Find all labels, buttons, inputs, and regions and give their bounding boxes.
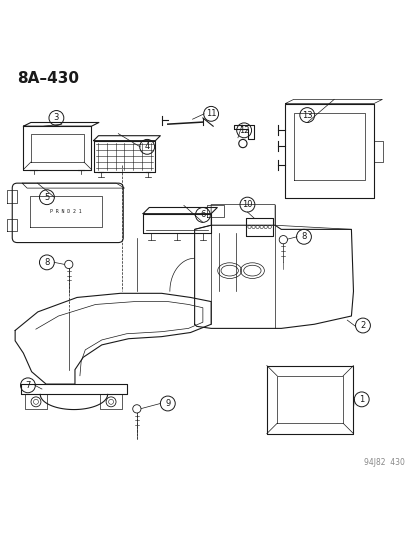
Text: 6: 6 (200, 211, 205, 220)
Text: 1: 1 (358, 395, 363, 404)
Text: 13: 13 (301, 110, 312, 119)
Text: 2: 2 (359, 321, 365, 330)
Text: 4: 4 (144, 142, 150, 151)
Text: 8: 8 (301, 232, 306, 241)
Text: 94J82  430: 94J82 430 (363, 458, 404, 466)
Text: 8: 8 (44, 258, 50, 267)
Text: 11: 11 (205, 109, 216, 118)
Text: 12: 12 (238, 126, 249, 135)
Text: 8A–430: 8A–430 (17, 70, 79, 85)
Text: 7: 7 (25, 381, 31, 390)
Text: 5: 5 (44, 193, 50, 201)
Text: P R N D 2 1: P R N D 2 1 (50, 209, 81, 214)
Circle shape (64, 260, 73, 269)
Text: 9: 9 (165, 399, 170, 408)
Circle shape (278, 236, 287, 244)
Circle shape (133, 405, 141, 413)
Text: 10: 10 (242, 200, 252, 209)
Text: 3: 3 (54, 114, 59, 123)
